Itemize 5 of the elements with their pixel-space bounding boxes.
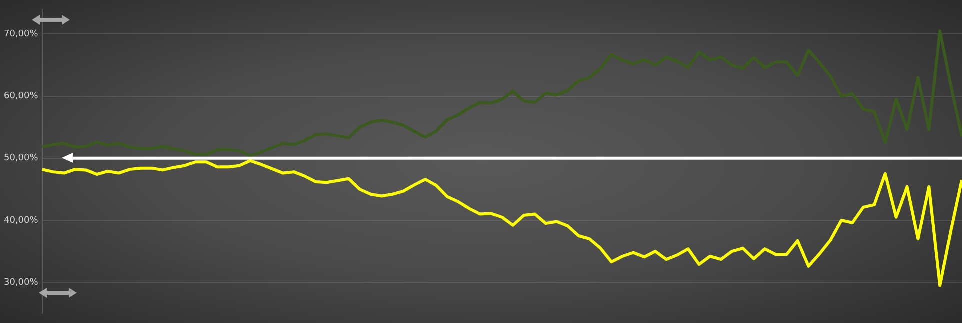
y-tick-label: 60,00%: [4, 92, 39, 102]
y-tick-label: 50,00%: [4, 154, 39, 164]
y-tick-label: 40,00%: [4, 216, 39, 226]
y-tick-label: 70,00%: [4, 30, 39, 40]
y-tick-label: 30,00%: [4, 278, 39, 288]
